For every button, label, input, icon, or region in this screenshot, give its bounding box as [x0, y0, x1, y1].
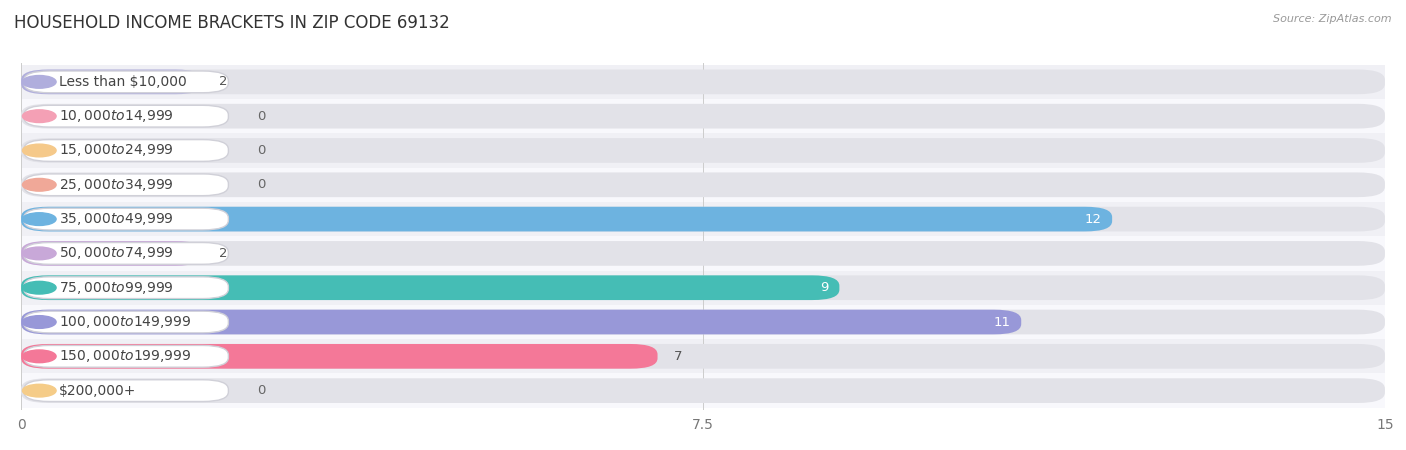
Circle shape [22, 213, 56, 225]
FancyBboxPatch shape [24, 311, 228, 333]
Text: $100,000 to $149,999: $100,000 to $149,999 [59, 314, 191, 330]
FancyBboxPatch shape [21, 172, 1385, 197]
FancyBboxPatch shape [0, 99, 1406, 133]
Text: $10,000 to $14,999: $10,000 to $14,999 [59, 108, 174, 124]
FancyBboxPatch shape [21, 344, 658, 369]
Circle shape [22, 315, 56, 328]
FancyBboxPatch shape [21, 378, 1385, 403]
FancyBboxPatch shape [0, 305, 1406, 339]
Text: 0: 0 [257, 110, 266, 123]
FancyBboxPatch shape [21, 241, 1385, 266]
FancyBboxPatch shape [0, 202, 1406, 236]
FancyBboxPatch shape [21, 275, 1385, 300]
FancyBboxPatch shape [21, 138, 1385, 163]
FancyBboxPatch shape [21, 241, 202, 266]
Circle shape [22, 76, 56, 88]
FancyBboxPatch shape [0, 65, 1406, 99]
FancyBboxPatch shape [21, 344, 1385, 369]
Text: Less than $10,000: Less than $10,000 [59, 75, 187, 89]
Text: 0: 0 [257, 144, 266, 157]
FancyBboxPatch shape [0, 168, 1406, 202]
Circle shape [22, 144, 56, 157]
Text: $75,000 to $99,999: $75,000 to $99,999 [59, 280, 174, 296]
Text: 2: 2 [219, 247, 228, 260]
FancyBboxPatch shape [21, 310, 1021, 334]
FancyBboxPatch shape [0, 374, 1406, 408]
FancyBboxPatch shape [24, 174, 228, 196]
Text: 9: 9 [820, 281, 828, 294]
Text: 11: 11 [993, 315, 1011, 328]
FancyBboxPatch shape [0, 133, 1406, 168]
FancyBboxPatch shape [21, 104, 1385, 129]
Text: 7: 7 [673, 350, 682, 363]
FancyBboxPatch shape [24, 380, 228, 401]
FancyBboxPatch shape [24, 71, 228, 93]
Text: $35,000 to $49,999: $35,000 to $49,999 [59, 211, 174, 227]
Text: HOUSEHOLD INCOME BRACKETS IN ZIP CODE 69132: HOUSEHOLD INCOME BRACKETS IN ZIP CODE 69… [14, 14, 450, 32]
FancyBboxPatch shape [0, 236, 1406, 270]
Text: $200,000+: $200,000+ [59, 384, 136, 398]
Text: 0: 0 [257, 384, 266, 397]
FancyBboxPatch shape [24, 105, 228, 127]
Circle shape [22, 247, 56, 260]
FancyBboxPatch shape [21, 207, 1112, 231]
FancyBboxPatch shape [24, 140, 228, 162]
Circle shape [22, 384, 56, 397]
Text: 0: 0 [257, 178, 266, 191]
Text: $25,000 to $34,999: $25,000 to $34,999 [59, 177, 174, 193]
FancyBboxPatch shape [0, 270, 1406, 305]
Text: 2: 2 [219, 75, 228, 88]
Text: Source: ZipAtlas.com: Source: ZipAtlas.com [1274, 14, 1392, 23]
Circle shape [22, 179, 56, 191]
Circle shape [22, 110, 56, 122]
FancyBboxPatch shape [21, 69, 202, 94]
Text: 12: 12 [1084, 212, 1101, 225]
Circle shape [22, 350, 56, 363]
FancyBboxPatch shape [21, 207, 1385, 231]
FancyBboxPatch shape [21, 69, 1385, 94]
FancyBboxPatch shape [24, 243, 228, 264]
FancyBboxPatch shape [21, 310, 1385, 334]
Text: $15,000 to $24,999: $15,000 to $24,999 [59, 143, 174, 158]
FancyBboxPatch shape [24, 277, 228, 299]
FancyBboxPatch shape [21, 275, 839, 300]
FancyBboxPatch shape [0, 339, 1406, 374]
FancyBboxPatch shape [24, 208, 228, 230]
Circle shape [22, 281, 56, 294]
FancyBboxPatch shape [24, 346, 228, 367]
Text: $150,000 to $199,999: $150,000 to $199,999 [59, 348, 191, 364]
Text: $50,000 to $74,999: $50,000 to $74,999 [59, 245, 174, 261]
